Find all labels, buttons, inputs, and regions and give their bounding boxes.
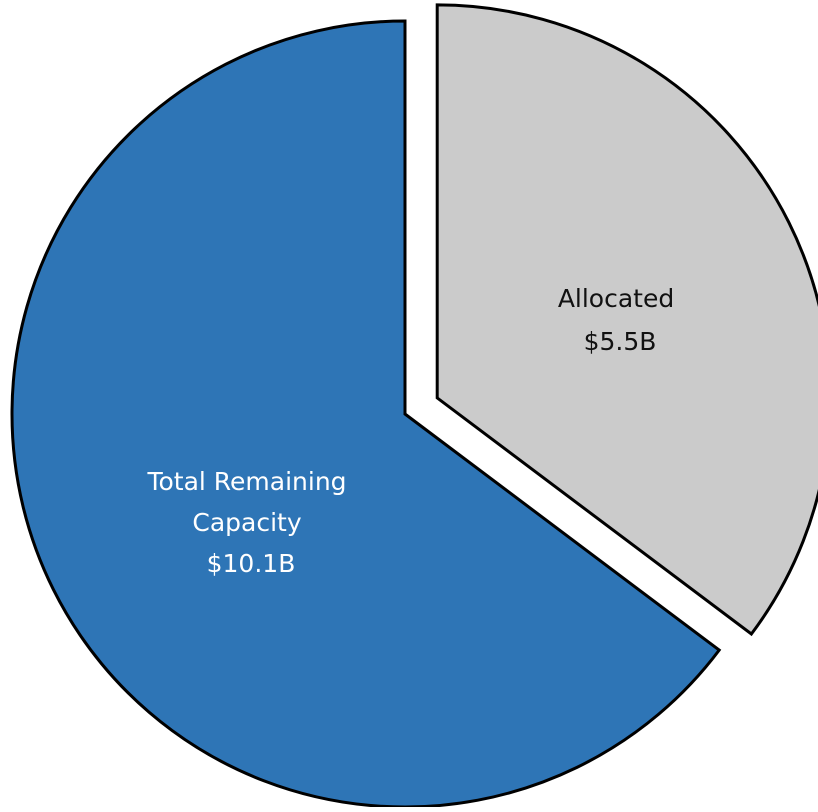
remaining-slice-label: Total Remaining Capacity $10.1B [146,467,354,578]
allocated-slice-label: Allocated $5.5B [558,284,682,356]
slices-layer [10,3,818,809]
remaining-label-line-3: $10.1B [207,549,296,578]
pie-slice-allocated [435,3,818,637]
remaining-label-line-2: Capacity [192,508,301,537]
allocated-label-line-1: Allocated [558,284,674,313]
labels-layer: Allocated $5.5B Total Remaining Capacity… [146,284,682,578]
allocated-label-line-2: $5.5B [584,327,657,356]
pie-slice-total-remaining-capacity [10,19,722,809]
remaining-label-line-1: Total Remaining [146,467,346,496]
